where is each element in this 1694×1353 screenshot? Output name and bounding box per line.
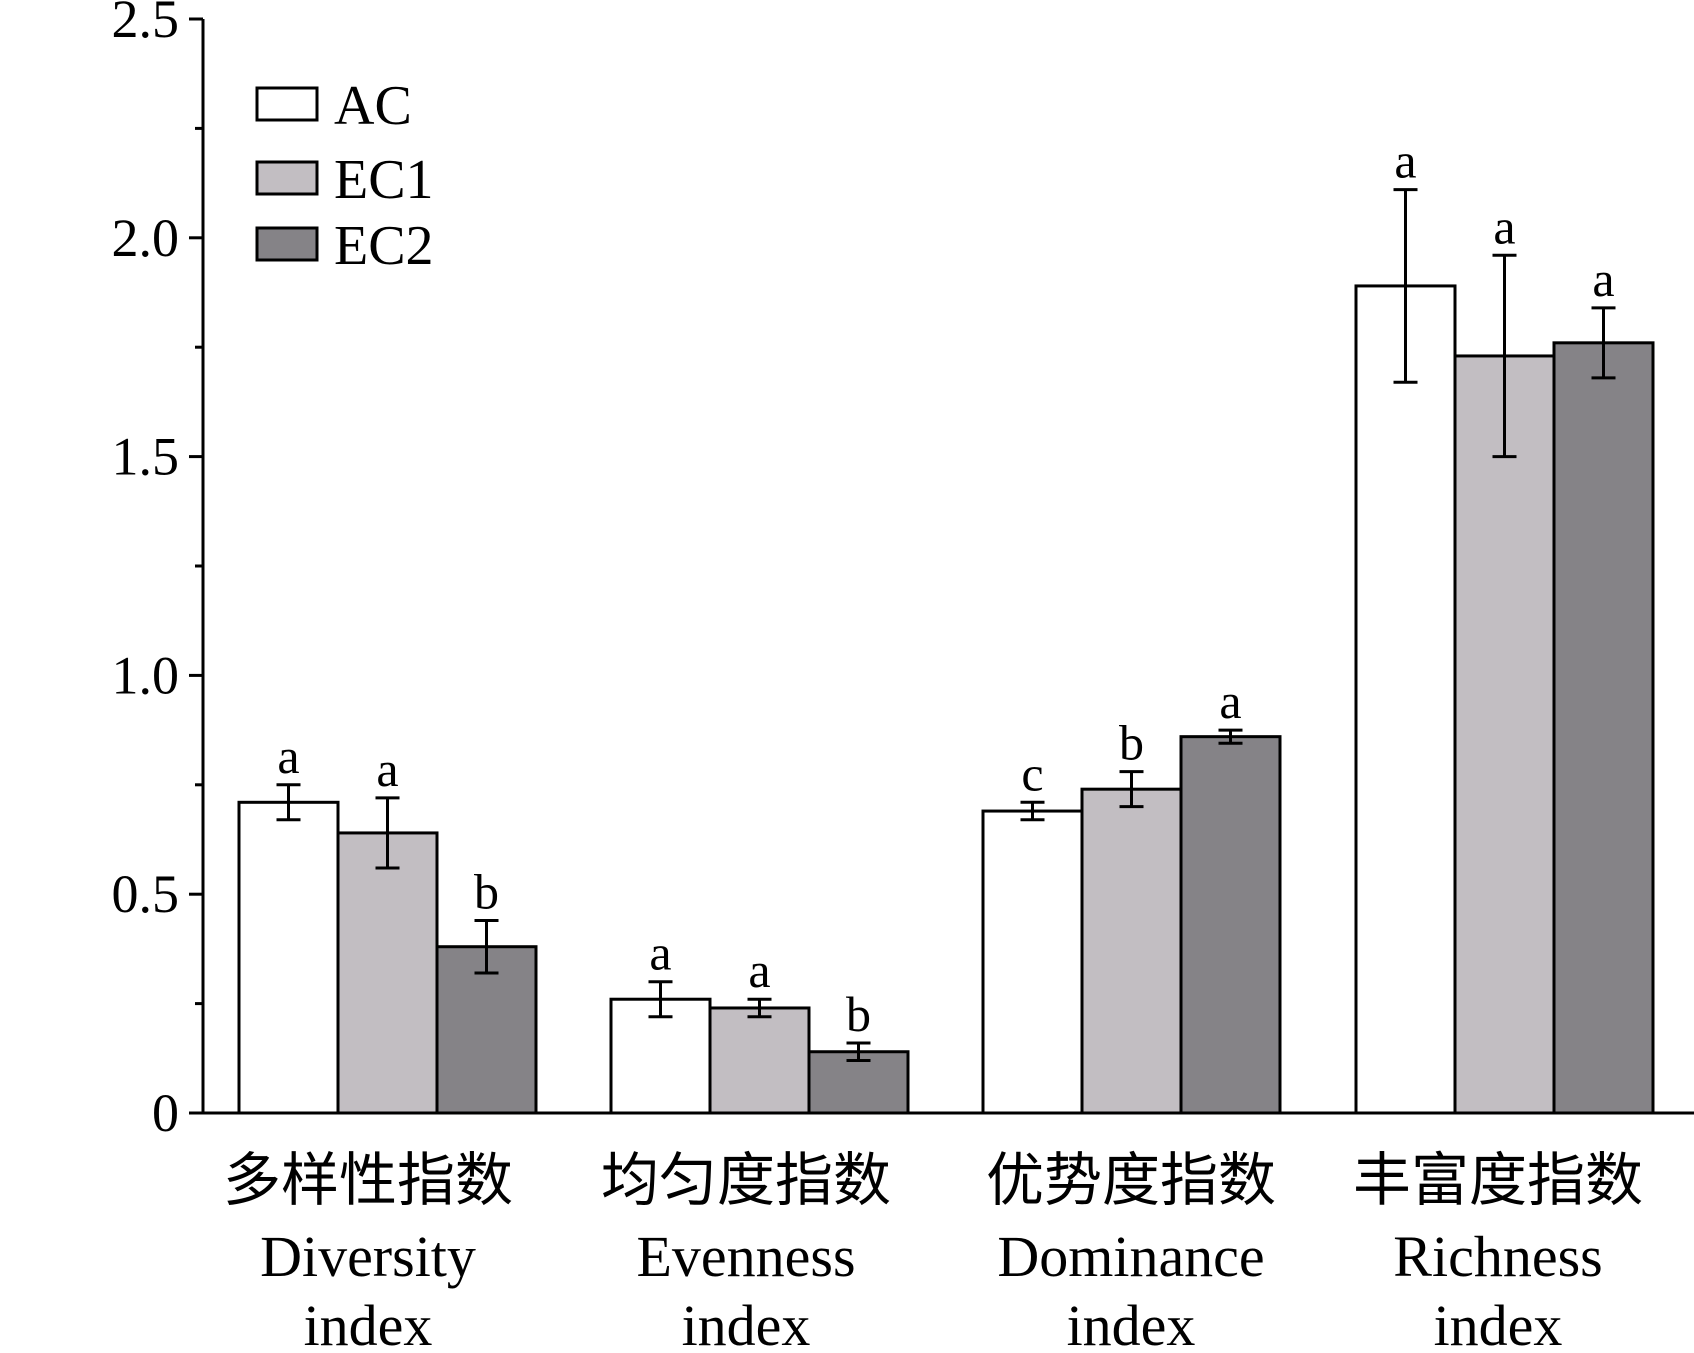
bar-ec1-1 [336,831,439,1115]
y-tick-label: 0.5 [112,864,180,924]
significance-letter: a [1592,251,1614,307]
error-bar [1492,253,1517,459]
bar-ec1-2 [708,1006,811,1115]
category-label-en: Dominance [997,1224,1264,1289]
y-tick-label: 2.5 [112,0,180,49]
error-bar [747,997,772,1019]
significance-letter: a [1219,673,1241,729]
error-bar [1393,188,1418,384]
category-label-zh: 丰富度指数 [1353,1148,1643,1213]
error-bar [1591,306,1616,380]
legend-swatch-ec1 [255,160,319,196]
y-tick-label: 2.0 [112,208,180,268]
error-bar [1020,800,1045,822]
significance-letter: a [649,925,671,981]
significance-letter: a [1493,198,1515,254]
y-tick-label: 1.0 [112,645,180,705]
significance-letter: c [1021,745,1043,801]
legend-swatch-ac [255,86,319,122]
significance-letter: b [846,986,871,1042]
error-bar [276,783,301,822]
legend-label-ec2: EC2 [334,215,434,277]
bar-ec2-3 [1179,735,1282,1115]
legend-swatch-ec2 [255,226,319,262]
bar-ec2-4 [1552,341,1655,1115]
significance-letter: b [474,863,499,919]
bar-ec1-4 [1453,354,1556,1115]
category-label-en-2: index [304,1293,433,1353]
error-bar [846,1041,871,1062]
y-tick-label: 1.5 [112,427,180,487]
category-label-en-2: index [1434,1293,1563,1353]
significance-letter: a [277,728,299,784]
category-label-en-2: index [682,1293,811,1353]
bar-ac-3 [981,809,1084,1115]
plot-area: a a c a a a b a b b a a [237,133,1655,1115]
category-label-zh: 均匀度指数 [601,1148,891,1213]
category-label-en: Evenness [636,1224,855,1289]
error-bar [375,796,400,870]
category-label-en-2: index [1067,1293,1196,1353]
legend-label-ac: AC [334,75,412,137]
axes: 00.51.01.52.02.5多样性指数Diversityindex均匀度指数… [112,0,1694,1353]
category-label-en: Diversity [260,1224,476,1289]
significance-letter: a [376,741,398,797]
category-label-zh: 多样性指数 [223,1148,513,1213]
bar-ec1-3 [1080,787,1183,1115]
legend-label-ec1: EC1 [334,149,434,211]
significance-letter: a [748,942,770,998]
category-label-zh: 优势度指数 [986,1148,1276,1213]
bar-ac-4 [1354,284,1457,1115]
error-bar [1218,728,1243,745]
category-label-en: Richness [1393,1224,1602,1289]
bar-ac-1 [237,800,340,1115]
significance-letter: b [1119,715,1144,771]
y-tick-label: 0 [152,1083,179,1143]
error-bar [1119,770,1144,809]
significance-letter: a [1394,133,1416,189]
error-bar [648,980,673,1019]
error-bar [474,918,499,975]
